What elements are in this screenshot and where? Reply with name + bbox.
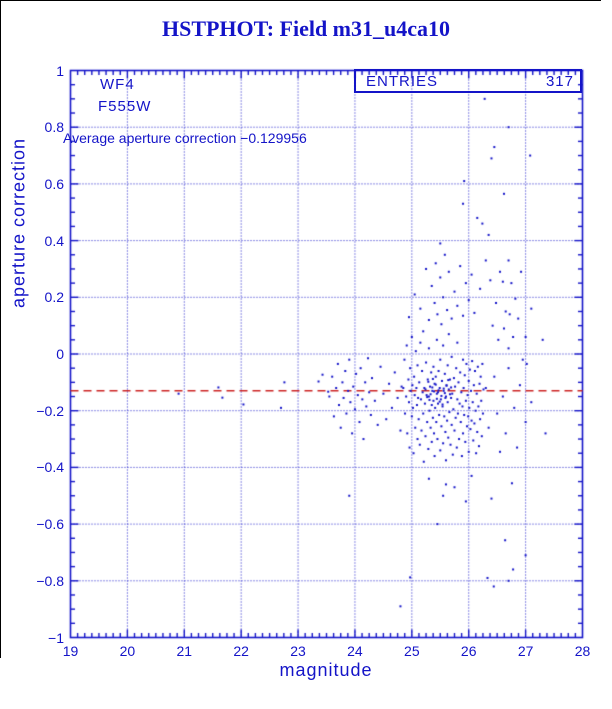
x-tick-label: 19 — [62, 643, 79, 659]
y-axis-title: aperture correction — [8, 137, 29, 309]
camera-chip-label: WF4 — [100, 76, 135, 93]
x-tick-label: 20 — [119, 643, 136, 659]
y-tick-label: 1 — [56, 62, 64, 79]
x-tick-label: 23 — [290, 643, 306, 659]
x-tick-label: 22 — [233, 643, 249, 659]
y-tick-label: −0.2 — [36, 402, 64, 419]
average-correction-label: Average aperture correction −0.129956 — [63, 130, 307, 146]
x-tick-label: 21 — [176, 643, 193, 659]
x-tick-label: 26 — [460, 643, 477, 659]
x-axis-title: magnitude — [279, 660, 373, 680]
y-tick-label: −0.6 — [36, 516, 64, 533]
y-tick-label: −0.8 — [36, 572, 64, 589]
y-tick-label: −1 — [48, 629, 64, 646]
filter-label: F555W — [98, 98, 152, 115]
y-tick-label: 0.6 — [44, 175, 64, 192]
y-tick-label: 0 — [56, 346, 64, 362]
x-tick-label: 28 — [574, 643, 591, 659]
x-tick-label: 24 — [347, 643, 363, 659]
stats-box: ENTRIES 317 — [354, 69, 582, 93]
stats-entries-value: 317 — [545, 72, 574, 90]
y-tick-label: 0.8 — [44, 119, 64, 136]
y-tick-label: −0.4 — [36, 459, 64, 476]
y-tick-label: 0.4 — [44, 232, 64, 249]
stats-entries-label: ENTRIES — [366, 72, 439, 90]
y-tick-label: 0.2 — [44, 289, 64, 306]
x-tick-label: 25 — [404, 643, 420, 659]
x-tick-label: 27 — [517, 643, 534, 659]
